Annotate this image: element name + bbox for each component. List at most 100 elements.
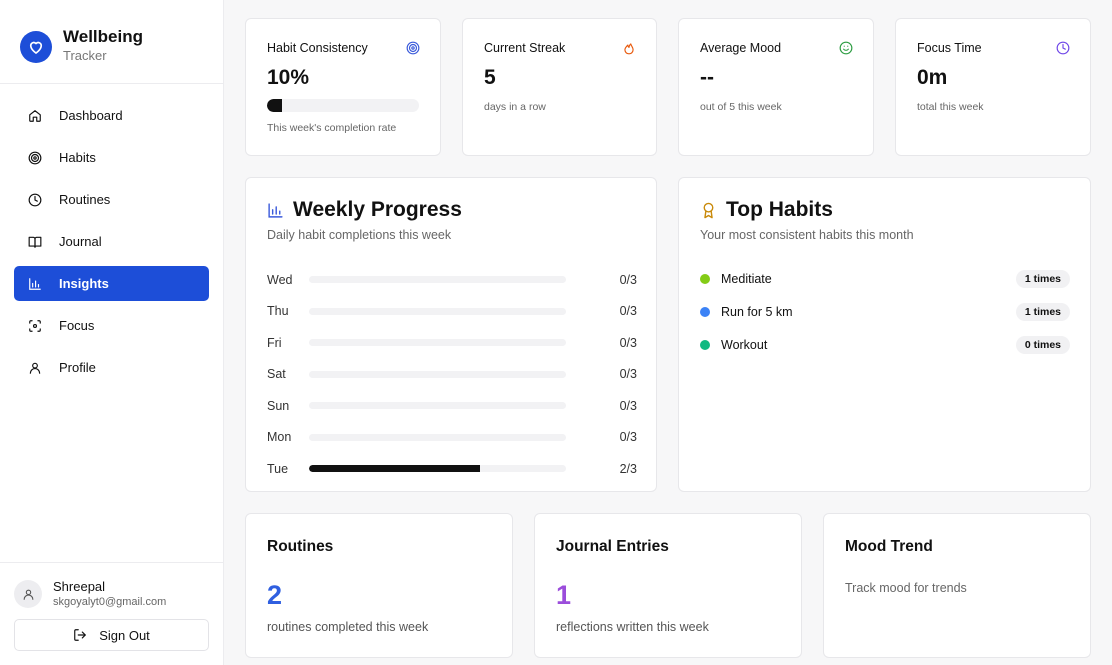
habit-name: Meditiate (721, 271, 772, 286)
day-label: Tue (267, 461, 289, 476)
sidebar-item-profile[interactable]: Profile (14, 350, 209, 385)
mood-trend-subtitle: Track mood for trends (845, 581, 967, 595)
sidebar-item-label: Routines (59, 192, 111, 207)
sidebar-item-habits[interactable]: Habits (14, 140, 209, 175)
target-icon (406, 41, 420, 55)
habit-color-dot (700, 273, 710, 284)
sign-out-button[interactable]: Sign Out (14, 619, 209, 651)
mood-trend-title: Mood Trend (845, 538, 933, 555)
current-streak-card: Current Streak 5 days in a row (462, 18, 657, 156)
sidebar-item-label: Journal (59, 234, 102, 249)
log-out-icon (73, 628, 87, 642)
day-progress-fill (309, 465, 481, 473)
stat-value: 5 (484, 66, 496, 89)
consistency-progress-bar (267, 99, 419, 112)
table-row: Sat 0/3 (267, 359, 637, 391)
target-icon (28, 151, 42, 165)
day-progress-track (309, 402, 566, 410)
average-mood-card: Average Mood -- out of 5 this week (678, 18, 874, 156)
weekly-progress-title: Weekly Progress (267, 198, 462, 222)
sidebar-item-label: Profile (59, 360, 96, 375)
brand[interactable]: Wellbeing Tracker (0, 0, 223, 84)
user-profile[interactable]: Shreepal skgoyalyt0@gmail.com (14, 579, 209, 609)
brand-name: Wellbeing (63, 26, 143, 46)
journal-value: 1 (556, 580, 572, 610)
sidebar-item-label: Insights (59, 276, 109, 291)
award-icon (700, 202, 717, 219)
stat-subtitle: total this week (917, 101, 984, 113)
weekly-progress-card: Weekly Progress Daily habit completions … (245, 177, 657, 492)
stat-title: Current Streak (484, 41, 566, 55)
day-count: 2/3 (619, 461, 637, 476)
sidebar-item-label: Dashboard (59, 108, 123, 123)
stat-title: Average Mood (700, 41, 782, 55)
sidebar-item-insights[interactable]: Insights (14, 266, 209, 301)
top-habits-subtitle: Your most consistent habits this month (700, 228, 914, 242)
sidebar-item-focus[interactable]: Focus (14, 308, 209, 343)
user-icon (23, 589, 33, 600)
day-label: Wed (267, 272, 293, 287)
table-row: Tue 2/3 (267, 453, 637, 485)
stat-value: 0m (917, 66, 948, 89)
journal-entries-card: Journal Entries 1 reflections written th… (534, 513, 802, 658)
book-icon (28, 235, 42, 249)
routines-card: Routines 2 routines completed this week (245, 513, 513, 658)
focus-icon (28, 319, 42, 333)
day-progress-track (309, 465, 566, 473)
sidebar: Wellbeing Tracker Dashboard Habits Routi… (0, 0, 224, 665)
list-item: Meditiate 1 times (700, 262, 1070, 295)
day-count: 0/3 (619, 304, 637, 319)
user-name: Shreepal (53, 579, 106, 594)
habit-color-dot (700, 306, 710, 317)
day-count: 0/3 (619, 367, 637, 382)
avatar (14, 580, 42, 608)
sidebar-item-routines[interactable]: Routines (14, 182, 209, 217)
bar-chart-icon (28, 277, 42, 291)
table-row: Mon 0/3 (267, 422, 637, 454)
user-icon (28, 361, 42, 375)
sidebar-item-label: Habits (59, 150, 96, 165)
habit-consistency-card: Habit Consistency 10% This week's comple… (245, 18, 441, 156)
sidebar-item-journal[interactable]: Journal (14, 224, 209, 259)
day-label: Mon (267, 430, 292, 445)
day-progress-track (309, 370, 566, 378)
table-row: Sun 0/3 (267, 390, 637, 422)
table-row: Wed 0/3 (267, 264, 637, 296)
stat-subtitle: out of 5 this week (700, 101, 782, 113)
top-habits-list: Meditiate 1 times Run for 5 km 1 times W… (700, 262, 1070, 361)
day-label: Fri (267, 335, 282, 350)
routines-subtitle: routines completed this week (267, 620, 429, 634)
smile-icon (839, 41, 853, 55)
sidebar-item-label: Focus (59, 318, 95, 333)
list-item: Run for 5 km 1 times (700, 295, 1070, 328)
list-item: Workout 0 times (700, 328, 1070, 361)
routines-value: 2 (267, 580, 283, 610)
day-progress-track (309, 307, 566, 315)
weekly-progress-title-text: Weekly Progress (293, 198, 462, 221)
clock-icon (28, 193, 42, 207)
mood-trend-card: Mood Trend Track mood for trends (823, 513, 1091, 658)
sidebar-item-dashboard[interactable]: Dashboard (14, 98, 209, 133)
top-habits-title: Top Habits (700, 198, 833, 222)
table-row: Fri 0/3 (267, 327, 637, 359)
journal-subtitle: reflections written this week (556, 620, 709, 634)
day-label: Thu (267, 304, 289, 319)
habit-color-dot (700, 339, 710, 350)
stat-value: 10% (267, 66, 310, 89)
day-label: Sat (267, 367, 286, 382)
stat-subtitle: days in a row (484, 101, 546, 113)
day-label: Sun (267, 398, 290, 413)
flame-icon (624, 43, 634, 55)
day-count: 0/3 (619, 398, 637, 413)
day-progress-track (309, 433, 566, 441)
stat-title: Focus Time (917, 41, 982, 55)
habit-count-badge: 1 times (1015, 269, 1070, 288)
user-email: skgoyalyt0@gmail.com (53, 596, 167, 608)
top-habits-card: Top Habits Your most consistent habits t… (678, 177, 1091, 492)
stat-value: -- (700, 66, 714, 89)
day-count: 0/3 (619, 272, 637, 287)
weekly-progress-subtitle: Daily habit completions this week (267, 228, 452, 242)
focus-time-card: Focus Time 0m total this week (895, 18, 1091, 156)
brand-subtitle: Tracker (63, 47, 107, 63)
table-row: Thu 0/3 (267, 296, 637, 328)
